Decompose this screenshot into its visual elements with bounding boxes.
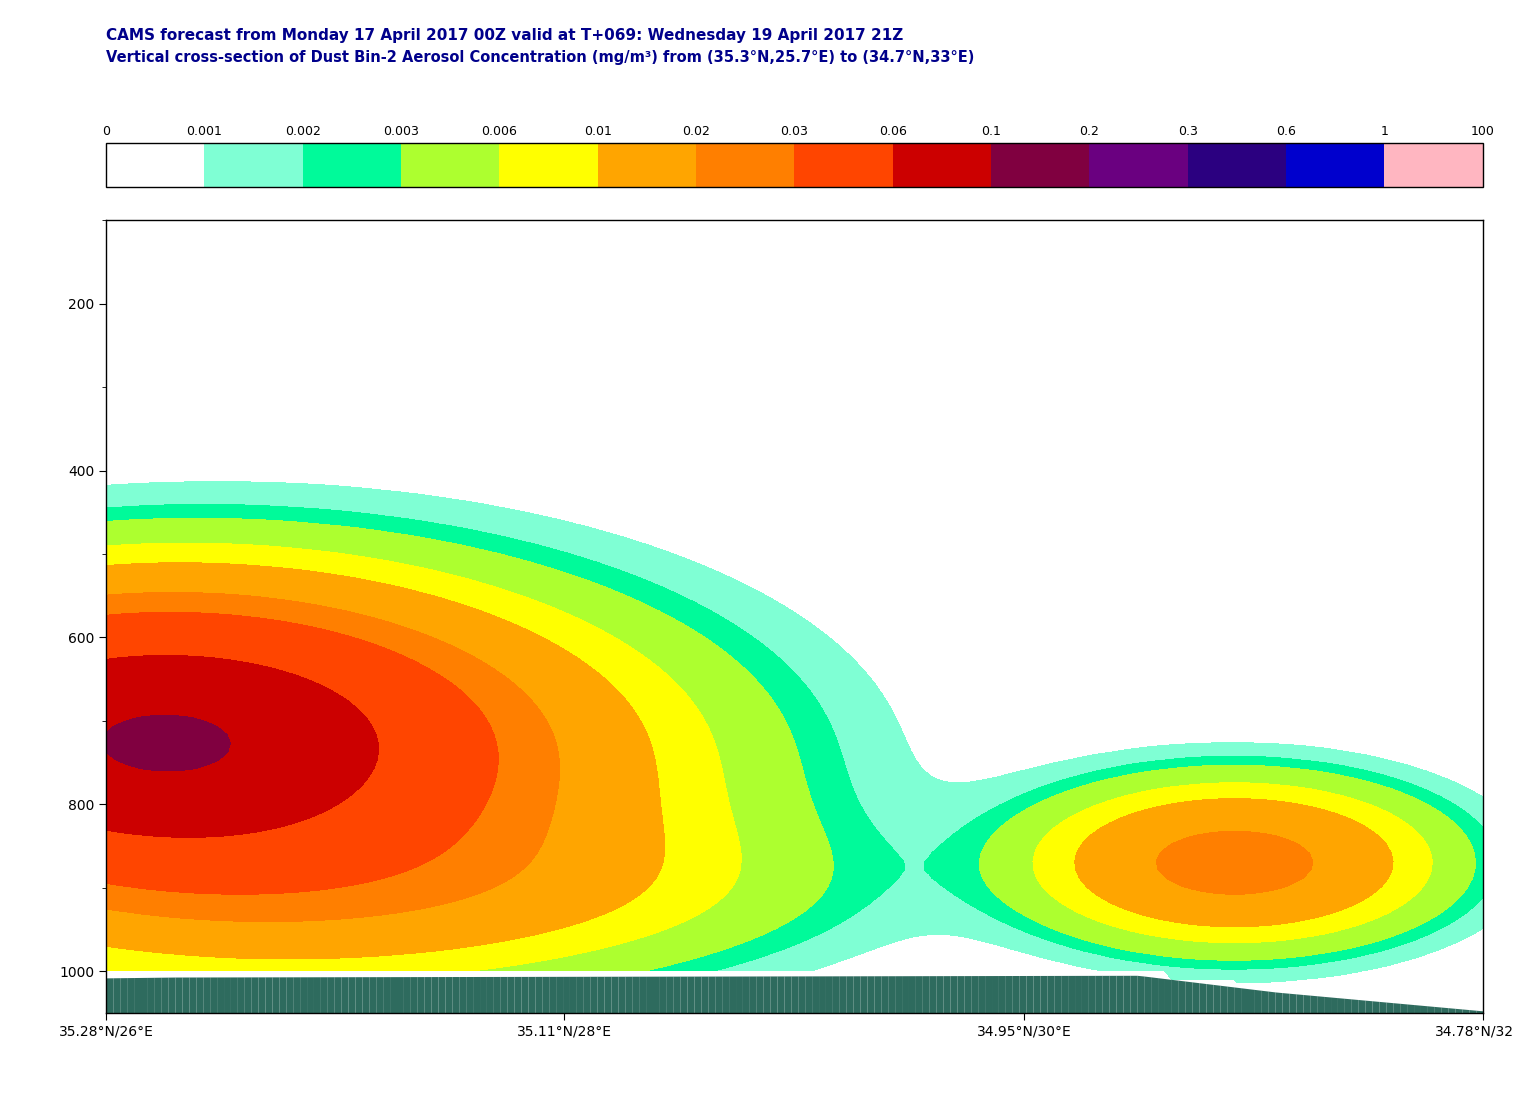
Text: CAMS forecast from Monday 17 April 2017 00Z valid at T+069: Wednesday 19 April 2: CAMS forecast from Monday 17 April 2017 … [106,28,903,43]
Text: Vertical cross-section of Dust Bin-2 Aerosol Concentration (mg/m³) from (35.3°N,: Vertical cross-section of Dust Bin-2 Aer… [106,50,974,65]
